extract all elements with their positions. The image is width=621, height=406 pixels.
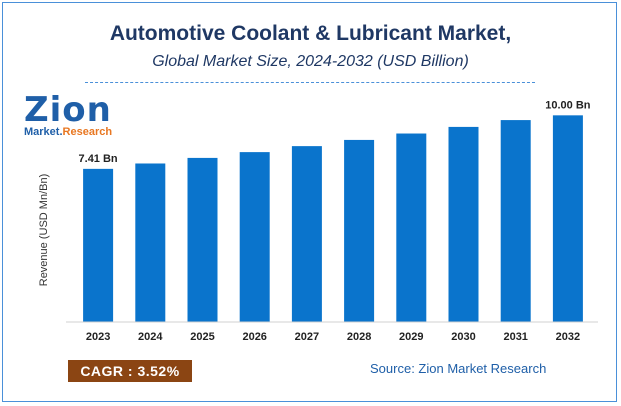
bars-group xyxy=(83,115,583,322)
x-tick-labels-group: 2023 2024 2025 2026 2027 2028 2029 2030 2031 2032 xyxy=(86,331,580,343)
data-labels-group: 7.41 Bn 10.00 Bn xyxy=(79,99,591,165)
x-tick-label: 2032 xyxy=(556,331,580,343)
chart-title: Automotive Coolant & Lubricant Market, xyxy=(109,22,512,45)
logo-tagline-part1: Market. xyxy=(24,126,63,138)
source-note: Source: Zion Market Research xyxy=(370,361,547,376)
bar-2031 xyxy=(500,120,531,322)
bar-2030 xyxy=(448,126,479,322)
chart-subtitle: Global Market Size, 2024-2032 (USD Billi… xyxy=(152,53,469,70)
bar-2026 xyxy=(239,152,270,322)
data-label: 10.00 Bn xyxy=(545,99,591,111)
bar-2023 xyxy=(83,168,114,322)
x-tick-label: 2023 xyxy=(86,331,110,343)
x-tick-label: 2026 xyxy=(242,331,266,343)
bar-2032 xyxy=(552,115,583,322)
zion-logo: Zion Market.Research xyxy=(24,92,124,142)
x-tick-label: 2028 xyxy=(347,331,371,343)
logo-tagline: Market.Research xyxy=(24,126,112,138)
data-label: 7.41 Bn xyxy=(79,153,118,165)
x-tick-label: 2030 xyxy=(451,331,475,343)
x-tick-label: 2029 xyxy=(399,331,423,343)
title-divider xyxy=(85,82,535,83)
bar-2028 xyxy=(344,139,375,322)
bar-2027 xyxy=(291,146,322,322)
logo-wordmark: Zion xyxy=(24,90,112,130)
x-tick-label: 2031 xyxy=(503,331,527,343)
x-tick-label: 2024 xyxy=(138,331,163,343)
logo-tagline-part2: Research xyxy=(62,126,113,138)
cagr-badge: CAGR : 3.52% xyxy=(68,360,192,382)
bar-2029 xyxy=(396,133,427,322)
x-tick-label: 2025 xyxy=(190,331,214,343)
bar-2024 xyxy=(135,163,166,322)
x-tick-label: 2027 xyxy=(295,331,319,343)
bar-2025 xyxy=(187,157,218,322)
